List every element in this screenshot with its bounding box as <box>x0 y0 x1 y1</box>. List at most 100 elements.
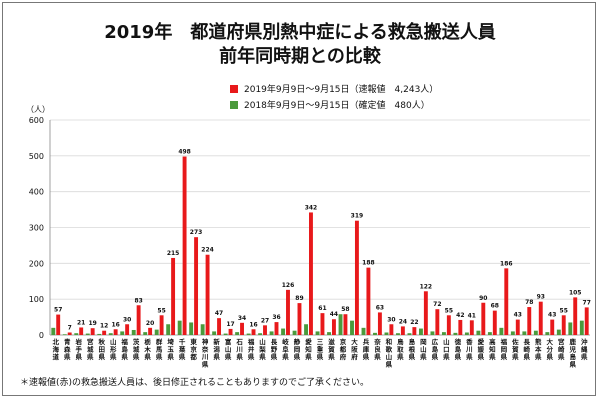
bar-previous <box>85 333 90 335</box>
bar-previous <box>361 327 366 335</box>
legend-item-previous: 2018年9月9日～9月15日（確定値 480人） <box>230 98 430 111</box>
bar-current <box>228 328 233 335</box>
bar-previous <box>384 332 389 335</box>
bar-current <box>102 330 107 335</box>
y-axis-unit: （人） <box>26 105 50 114</box>
x-tick-label: 長野県 <box>271 337 278 361</box>
bar-previous <box>246 333 251 335</box>
x-tick-label: 大阪府 <box>351 337 358 361</box>
data-label-current: 215 <box>167 250 180 257</box>
bar-previous <box>200 324 205 335</box>
bar-previous <box>418 328 423 335</box>
x-tick-label: 静岡県 <box>294 337 301 361</box>
bar-previous <box>396 333 400 335</box>
x-tick-label: 高知県 <box>489 337 496 361</box>
data-label-current: 63 <box>376 304 384 311</box>
bar-current <box>331 319 336 335</box>
bar-current <box>136 305 141 335</box>
bar-current <box>435 309 440 335</box>
data-label-current: 83 <box>134 297 142 304</box>
x-tick-label: 京都府 <box>339 337 347 361</box>
bar-previous <box>579 320 584 335</box>
bar-previous <box>350 320 354 335</box>
x-tick-label: 熊本県 <box>535 337 542 361</box>
x-tick-label: 愛知県 <box>305 337 312 361</box>
bar-previous <box>430 331 435 335</box>
bar-previous <box>338 314 343 335</box>
bar-current <box>309 212 313 335</box>
bar-current <box>159 315 164 335</box>
data-label-current: 55 <box>445 307 453 314</box>
data-label-current: 7 <box>68 324 72 331</box>
data-label-current: 105 <box>569 289 582 296</box>
legend-swatch-current <box>230 84 238 93</box>
x-tick-label: 山梨県 <box>258 337 266 361</box>
data-label-current: 47 <box>215 310 223 317</box>
bar-previous <box>177 320 182 335</box>
data-label-current: 30 <box>387 316 395 323</box>
bar-previous <box>212 331 217 335</box>
bar-current <box>79 327 84 335</box>
x-tick-label: 宮城県 <box>87 337 94 361</box>
x-tick-label: 千葉県 <box>178 337 186 361</box>
bar-previous <box>143 332 148 335</box>
bar-previous <box>373 332 377 335</box>
x-tick-label: 愛媛県 <box>477 337 485 361</box>
x-tick-label: 島根県 <box>409 337 416 361</box>
x-tick-label: 山形県 <box>110 337 117 361</box>
gridlines <box>50 119 590 336</box>
x-tick-label: 富山県 <box>225 337 232 361</box>
data-label-current: 55 <box>560 307 568 314</box>
x-tick-label: 和歌山県 <box>385 337 393 369</box>
data-label-current: 12 <box>100 323 108 330</box>
data-label-current: 498 <box>178 149 191 156</box>
y-tick-label: 200 <box>29 259 44 268</box>
bar-previous <box>131 329 136 335</box>
bar-current <box>125 324 130 335</box>
legend-label-previous: 2018年9月9日～9月15日（確定値 480人） <box>244 101 430 111</box>
bar-previous <box>315 331 320 335</box>
bar-previous <box>556 329 561 335</box>
bar-current <box>584 307 589 335</box>
bar-current <box>400 326 405 335</box>
bar-current <box>90 328 95 335</box>
bar-previous <box>568 322 573 335</box>
bar-previous <box>304 324 309 335</box>
data-label-current: 41 <box>468 312 476 319</box>
x-tick-label: 宮崎県 <box>558 337 565 361</box>
bar-previous <box>441 332 446 335</box>
y-tick-label: 0 <box>39 331 44 340</box>
x-tick-label: 石川県 <box>235 338 243 361</box>
x-tick-label: 徳島県 <box>454 337 462 361</box>
legend-swatch-previous <box>230 100 238 109</box>
bar-previous <box>189 322 194 335</box>
x-tick-label: 福島県 <box>120 337 128 361</box>
bar-current <box>527 307 532 335</box>
bar-previous <box>453 332 458 335</box>
bar-previous <box>62 334 67 335</box>
bar-current <box>148 327 153 335</box>
bar-current <box>320 313 325 335</box>
bar-current <box>171 257 176 335</box>
data-label-current: 61 <box>318 305 326 312</box>
bar-current <box>561 315 566 335</box>
bar-current <box>550 319 555 335</box>
bar-current <box>343 314 348 335</box>
data-label-current: 68 <box>491 303 499 310</box>
x-tick-label: 三重県 <box>317 338 324 361</box>
bar-current <box>217 318 222 335</box>
data-label-current: 273 <box>190 229 203 236</box>
data-label-current: 90 <box>479 295 487 302</box>
x-tick-label: 群馬県 <box>156 337 163 361</box>
data-label-current: 19 <box>88 320 96 327</box>
footnote: ＊速報値(赤)の救急搬送人員は、後日修正されることもありますのでご了承ください。 <box>20 378 370 388</box>
bar-current <box>297 303 302 335</box>
x-tick-label: 鳥取県 <box>397 337 404 361</box>
x-tick-label: 神奈川県 <box>201 337 209 369</box>
x-tick-label: 香川県 <box>465 337 473 361</box>
bar-previous <box>97 333 102 335</box>
data-label-current: 342 <box>305 204 318 211</box>
bar-previous <box>499 327 504 335</box>
bar-current <box>573 297 578 335</box>
